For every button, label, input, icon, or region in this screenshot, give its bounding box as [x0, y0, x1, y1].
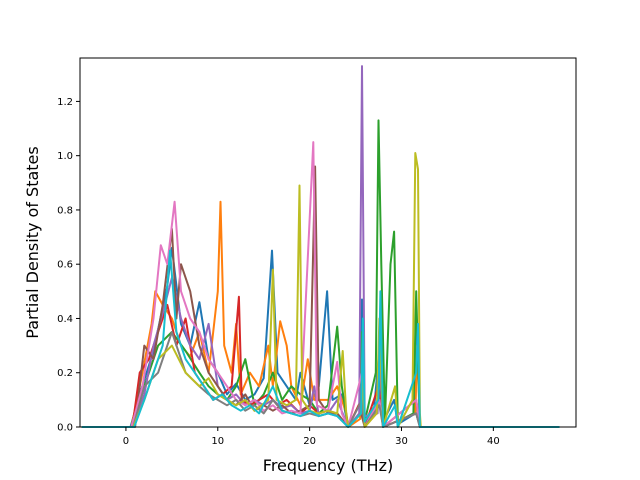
- x-tick-label: 10: [211, 436, 224, 447]
- x-tick-label: 30: [395, 436, 408, 447]
- x-axis-ticks: 0 10 20 30 40: [123, 427, 500, 447]
- x-tick-label: 0: [123, 436, 129, 447]
- y-axis-ticks: 0.0 0.2 0.4 0.6 0.8 1.0 1.2: [57, 97, 80, 434]
- x-axis-label: Frequency (THz): [263, 456, 393, 475]
- y-tick-label: 0.0: [57, 423, 73, 434]
- y-tick-label: 1.2: [57, 97, 73, 108]
- y-tick-label: 0.4: [57, 314, 73, 325]
- y-axis-label: Partial Density of States: [23, 146, 42, 338]
- x-tick-label: 20: [303, 436, 316, 447]
- axes-frame: [79, 57, 577, 428]
- x-tick-label: 40: [487, 436, 500, 447]
- y-tick-label: 0.8: [57, 205, 73, 216]
- y-tick-label: 1.0: [57, 151, 73, 162]
- y-tick-label: 0.6: [57, 260, 73, 271]
- y-tick-label: 0.2: [57, 368, 73, 379]
- pdos-series-line-3: [81, 119, 560, 428]
